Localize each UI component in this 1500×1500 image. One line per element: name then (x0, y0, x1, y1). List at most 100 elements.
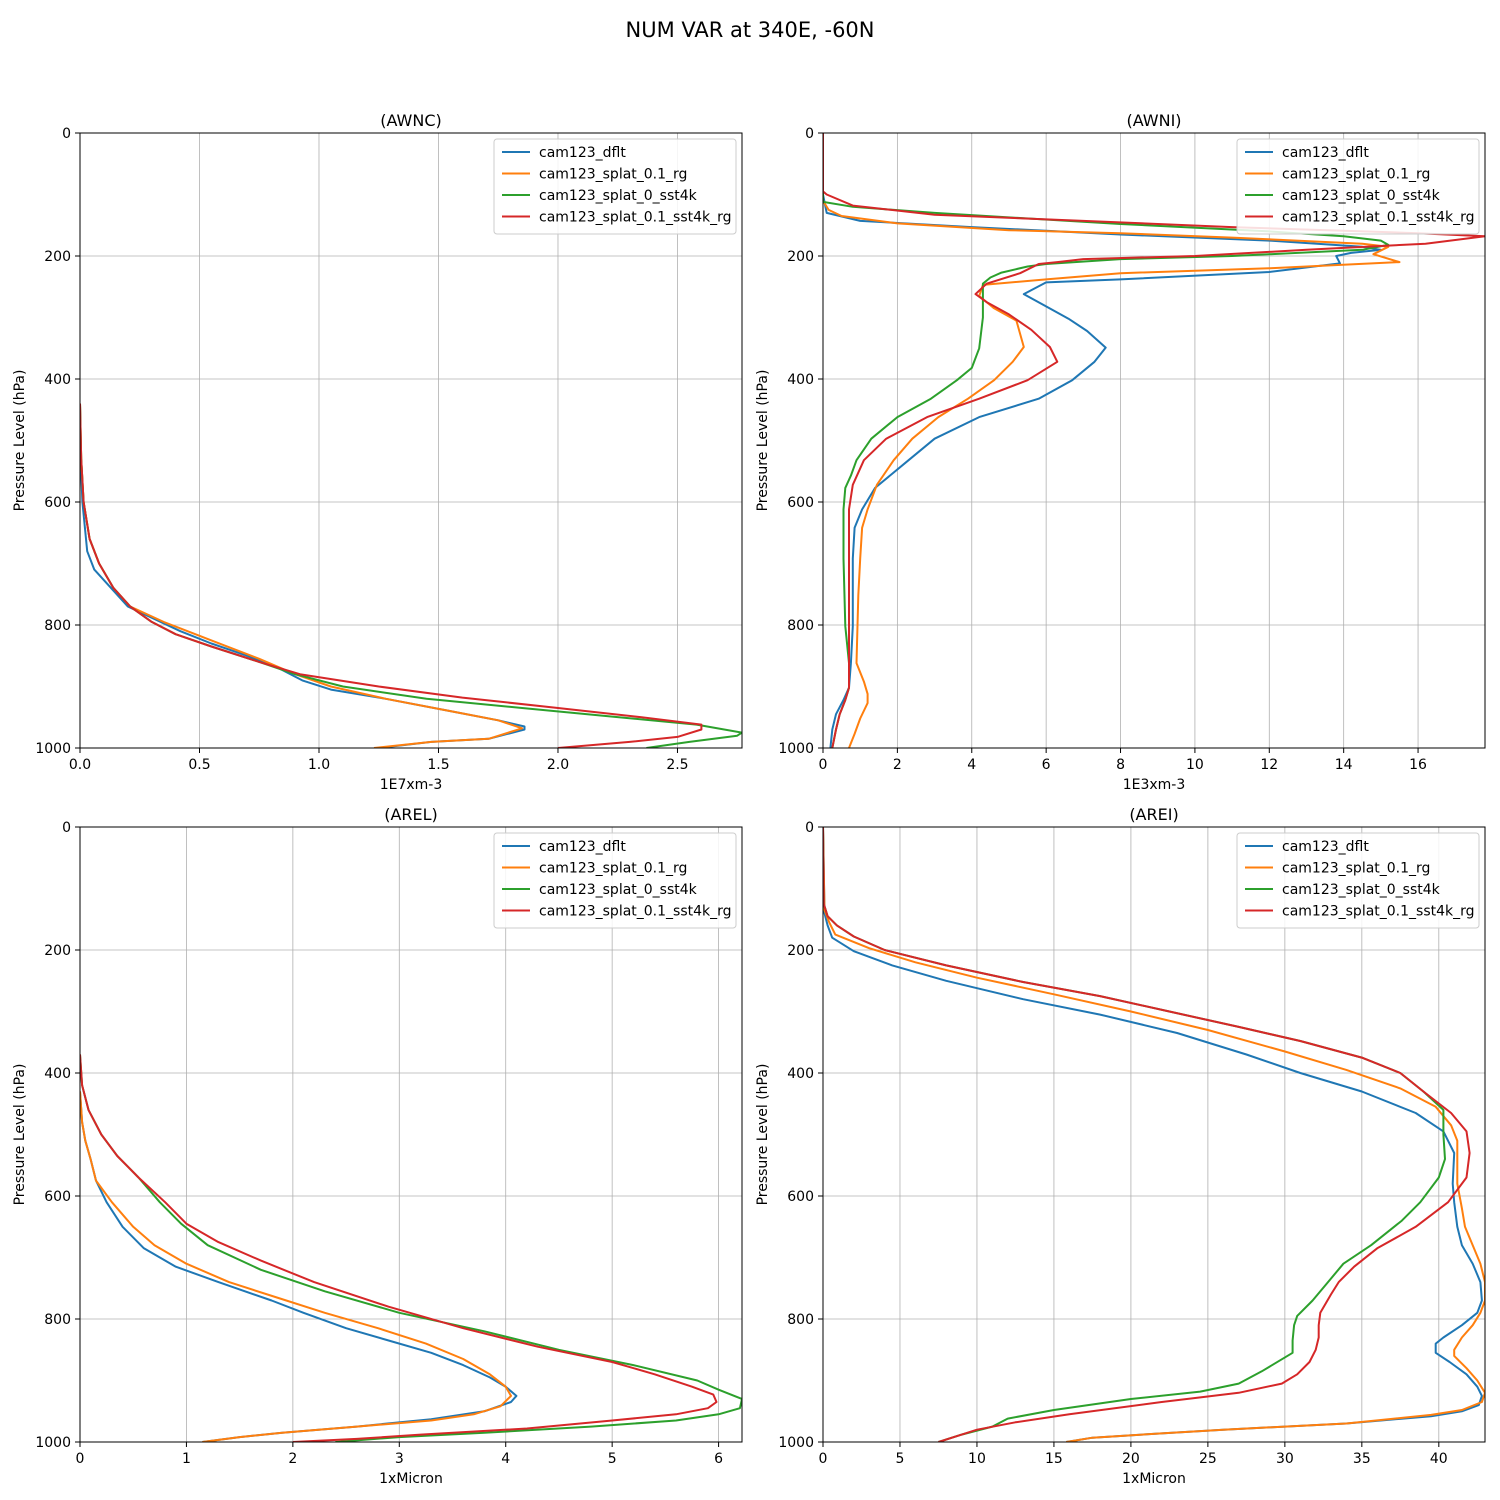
plot-area (80, 133, 742, 748)
axes-frame (822, 132, 1486, 749)
y-tick-label: 800 (44, 1312, 71, 1328)
y-tick-label: 600 (44, 495, 71, 511)
legend: cam123_dflt cam123_splat_0.1_rg cam123_spl… (493, 832, 737, 929)
x-tick-label: 0 (819, 757, 828, 773)
legend-label: cam123_splat_0.1_sst4k_rg (1282, 210, 1475, 226)
y-tick-label: 0 (805, 820, 814, 836)
series-line-cam123_splat_0.1_rg (823, 827, 1485, 1442)
y-tick-label: 800 (787, 1312, 814, 1328)
subplot-grid: 0.0 0.5 1.0 1.5 2.0 2.502004006008001000(AWNC… (12, 111, 1486, 1487)
x-tick-label: 0.0 (69, 757, 91, 773)
subplot-title: (AWNI) (1126, 111, 1181, 130)
legend-box (1236, 832, 1480, 929)
subplot-3: 0 5 10 15 20 25 30 35 4002004006008001000(AREI)1… (755, 805, 1486, 1487)
y-axis-label: Pressure Level (hPa) (755, 370, 771, 512)
x-tick-label: 4 (501, 1451, 510, 1467)
legend-label: cam123_splat_0.1_rg (1282, 167, 1430, 183)
subplot-2: 0 1 2 3 4 5 6 0 200 400 600 800 1000 (AREL) 1xMicron Pr… (12, 805, 743, 1487)
x-tick-label: 40 (1430, 1451, 1448, 1467)
x-tick-label: 1 (182, 1451, 191, 1467)
axes-frame (79, 826, 743, 1443)
x-tick-label: 30 (1276, 1451, 1294, 1467)
y-tick-label: 600 (44, 1189, 71, 1205)
y-tick-label: 200 (44, 943, 71, 959)
legend-label: cam123_splat_0_sst4k (1282, 188, 1441, 204)
x-axis-label: 1E3xm-3 (1123, 777, 1186, 793)
legend: cam123_dflt cam123_splat_0.1_rg cam123_spl… (1236, 832, 1480, 929)
subplot-title: (AREL) (384, 805, 438, 824)
x-tick-label: 2.0 (547, 757, 569, 773)
legend-box (1236, 138, 1480, 235)
plot-area (823, 827, 1485, 1442)
legend-label: cam123_splat_0.1_sst4k_rg (1282, 904, 1475, 920)
legend-label: cam123_dflt (1282, 839, 1369, 855)
legend-label: cam123_splat_0_sst4k (539, 188, 698, 204)
figure-suptitle: NUM VAR at 340E, -60N (625, 18, 874, 42)
y-tick-label: 800 (44, 618, 71, 634)
series-line-cam123_dflt (80, 403, 526, 748)
legend-label: cam123_splat_0.1_sst4k_rg (539, 904, 732, 920)
series-line-cam123_splat_0.1_sst4k_rg (823, 827, 1471, 1442)
y-axis-label: Pressure Level (hPa) (12, 1064, 28, 1206)
legend-label: cam123_splat_0.1_sst4k_rg (539, 210, 732, 226)
x-tick-label: 1.5 (427, 757, 449, 773)
x-axis-label: 1xMicron (379, 1471, 443, 1487)
y-tick-label: 1000 (35, 741, 71, 757)
y-tick-label: 400 (44, 372, 71, 388)
x-tick-label: 2.5 (666, 757, 688, 773)
subplot-title: (AWNC) (380, 111, 442, 130)
y-axis-label: Pressure Level (hPa) (755, 1064, 771, 1206)
legend-label: cam123_splat_0_sst4k (1282, 882, 1441, 898)
y-tick-label: 1000 (778, 1435, 814, 1451)
x-tick-label: 5 (896, 1451, 905, 1467)
x-tick-label: 1.0 (308, 757, 330, 773)
x-tick-label: 20 (1122, 1451, 1140, 1467)
legend-box (493, 832, 737, 929)
y-tick-label: 0 (62, 820, 71, 836)
legend-label: cam123_dflt (539, 145, 626, 161)
legend-label: cam123_dflt (539, 839, 626, 855)
x-tick-label: 14 (1335, 757, 1353, 773)
axes-frame (822, 826, 1486, 1443)
x-tick-label: 0 (819, 1451, 828, 1467)
y-tick-label: 1000 (35, 1435, 71, 1451)
subplot-1: 0 2 4 6 8 10 12 14 16 0 200 400 600 800 1000 (AWNI) 1E3x… (755, 111, 1486, 793)
y-tick-label: 800 (787, 618, 814, 634)
y-tick-label: 0 (805, 126, 814, 142)
x-tick-label: 10 (1186, 757, 1204, 773)
x-tick-label: 25 (1199, 1451, 1217, 1467)
x-tick-label: 0 (76, 1451, 85, 1467)
x-tick-label: 6 (714, 1451, 723, 1467)
y-tick-label: 400 (787, 1066, 814, 1082)
x-tick-label: 0.5 (188, 757, 210, 773)
legend-box (493, 138, 737, 235)
x-tick-label: 16 (1409, 757, 1427, 773)
legend-label: cam123_splat_0.1_rg (539, 861, 687, 877)
series-line-cam123_dflt (823, 133, 1382, 748)
y-tick-label: 600 (787, 495, 814, 511)
legend-label: cam123_dflt (1282, 145, 1369, 161)
series-line-cam123_splat_0.1_sst4k_rg (80, 403, 703, 748)
y-tick-label: 1000 (778, 741, 814, 757)
x-tick-label: 8 (1116, 757, 1125, 773)
x-tick-label: 6 (1042, 757, 1051, 773)
y-axis-label: Pressure Level (hPa) (12, 370, 28, 512)
x-tick-label: 10 (968, 1451, 986, 1467)
y-tick-label: 200 (787, 249, 814, 265)
legend-label: cam123_splat_0.1_rg (539, 167, 687, 183)
y-tick-label: 600 (787, 1189, 814, 1205)
series-line-cam123_dflt (823, 827, 1483, 1442)
subplot-0: 0.0 0.5 1.0 1.5 2.0 2.5 0 200 400 600 800 1000 (AWNC… (12, 111, 743, 793)
x-tick-label: 2 (893, 757, 902, 773)
x-tick-label: 4 (967, 757, 976, 773)
subplot-title: (AREI) (1129, 805, 1178, 824)
series-line-cam123_splat_0.1_rg (80, 1091, 512, 1442)
y-tick-label: 0 (62, 126, 71, 142)
x-tick-label: 12 (1260, 757, 1278, 773)
x-tick-label: 5 (608, 1451, 617, 1467)
y-tick-label: 400 (44, 1066, 71, 1082)
x-tick-label: 3 (395, 1451, 404, 1467)
axes-frame (79, 132, 743, 749)
legend-label: cam123_splat_0.1_rg (1282, 861, 1430, 877)
